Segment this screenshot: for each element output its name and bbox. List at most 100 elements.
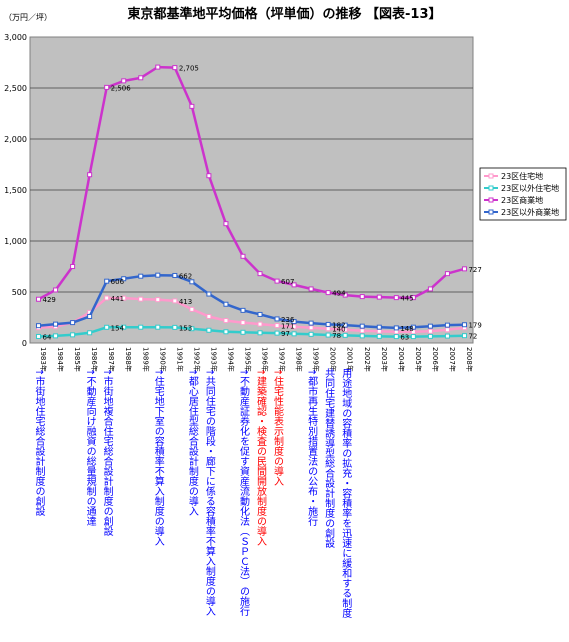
data-label: 72 — [468, 333, 477, 341]
data-point — [104, 278, 110, 284]
data-point — [291, 282, 297, 288]
data-label: 140 — [332, 326, 345, 334]
data-label: 153 — [179, 324, 192, 332]
data-label: 727 — [468, 266, 481, 274]
annotation-text: 用途地域の容積率の拡充・容積率を迅速に緩和する制度 — [340, 368, 352, 619]
x-tick-label: 2000年 — [329, 347, 338, 372]
annotation-text: ↑建築確認・検査の民間開放制度の導入 — [255, 368, 267, 546]
x-tick-label: 2006年 — [431, 347, 440, 372]
legend-entry: 23区商業地 — [501, 195, 543, 205]
x-tick-label: 2004年 — [397, 347, 406, 372]
annotation-text: ↑都市再生特別措置法の公布・施行 — [306, 368, 318, 527]
data-label: 236 — [281, 316, 295, 324]
data-point — [257, 330, 263, 336]
data-point — [257, 311, 263, 317]
data-point — [325, 290, 331, 296]
data-point — [138, 324, 144, 330]
data-point — [155, 272, 161, 278]
x-tick-label: 1984年 — [56, 347, 65, 372]
data-point — [240, 329, 246, 335]
data-point — [206, 313, 212, 319]
data-label: 63 — [400, 334, 409, 342]
data-label: 148 — [400, 325, 413, 333]
data-point — [427, 333, 433, 339]
data-label: 429 — [43, 296, 56, 304]
x-tick-label: 1989年 — [141, 347, 150, 372]
data-point — [444, 322, 450, 328]
x-tick-label: 2002年 — [363, 347, 372, 372]
data-point — [274, 323, 280, 329]
data-label: 64 — [43, 333, 52, 341]
data-point — [172, 298, 178, 304]
data-point — [138, 273, 144, 279]
x-tick-label: 1983年 — [39, 347, 48, 372]
data-point — [70, 320, 76, 326]
data-point — [359, 328, 365, 334]
data-point — [461, 322, 467, 328]
annotation-text: ↑住宅性能表示制度の導入 — [272, 368, 284, 486]
data-point — [410, 295, 416, 301]
annotation-text: ↑住宅地下室の容積率不算入制度の導入 — [152, 368, 164, 546]
data-point — [223, 301, 229, 307]
x-tick-label: 1993年 — [209, 347, 218, 372]
data-point — [342, 327, 348, 333]
data-point — [342, 292, 348, 298]
x-tick-label: 2008年 — [465, 347, 474, 372]
data-point — [172, 272, 178, 278]
annotation-text: ↑市街地複合住宅総合設計制度の創設 — [101, 368, 113, 537]
x-tick-label: 1995年 — [243, 347, 252, 372]
data-point — [189, 326, 195, 332]
data-point — [376, 328, 382, 334]
data-label: 2,705 — [179, 65, 199, 73]
y-tick-label: 500 — [12, 288, 27, 297]
data-point — [359, 294, 365, 300]
data-point — [291, 331, 297, 337]
data-point — [308, 286, 314, 292]
y-tick-label: 0 — [22, 339, 27, 348]
data-point — [376, 333, 382, 339]
chart-title: 東京都基準地平均価格（坪単価）の推移 【図表-13】 — [127, 7, 442, 22]
series-line-2 — [37, 65, 465, 301]
data-point — [461, 266, 467, 272]
y-tick-label: 3,000 — [4, 33, 27, 42]
data-point — [342, 322, 348, 328]
data-point — [376, 324, 382, 330]
x-tick-label: 2001年 — [346, 347, 355, 372]
data-point — [189, 103, 195, 109]
annotation-text: ↑都心居住型総合設計制度の導入 — [186, 368, 198, 516]
data-point — [257, 321, 263, 327]
data-point — [427, 328, 433, 334]
data-point — [240, 307, 246, 313]
data-label: 182 — [332, 321, 345, 329]
data-point — [257, 271, 263, 277]
y-tick-label: 2,500 — [4, 84, 27, 93]
annotation-text: ↑不動産向け融資の総量規制の通達 — [84, 368, 96, 526]
data-point — [359, 323, 365, 329]
data-point — [223, 329, 229, 335]
data-point — [53, 333, 59, 339]
x-tick-label: 1998年 — [295, 347, 304, 372]
annotation-text: ↑市街地住宅総合設計制度の創設 — [33, 368, 45, 517]
y-tick-label: 2,000 — [4, 135, 27, 144]
series-line-3 — [38, 273, 465, 330]
data-point — [410, 324, 416, 330]
x-tick-label: 1991年 — [175, 347, 184, 372]
data-point — [444, 327, 450, 333]
data-point — [274, 278, 280, 284]
x-tick-label: 2003年 — [380, 347, 389, 372]
data-point — [223, 318, 229, 324]
data-point — [308, 331, 314, 337]
data-point — [70, 264, 76, 269]
data-point — [223, 221, 229, 227]
data-point — [36, 323, 42, 329]
annotation-text: 共同住宅建替誘導型総合設計制度の創設 — [323, 368, 335, 549]
data-point — [189, 279, 195, 285]
x-tick-label: 1990年 — [158, 347, 167, 372]
data-label: 662 — [179, 272, 192, 280]
x-tick-label: 2007年 — [448, 347, 457, 372]
data-point — [53, 321, 59, 327]
data-point — [393, 295, 399, 301]
x-tick-label: 1997年 — [278, 347, 287, 372]
data-point — [325, 321, 331, 327]
data-point — [376, 294, 382, 300]
